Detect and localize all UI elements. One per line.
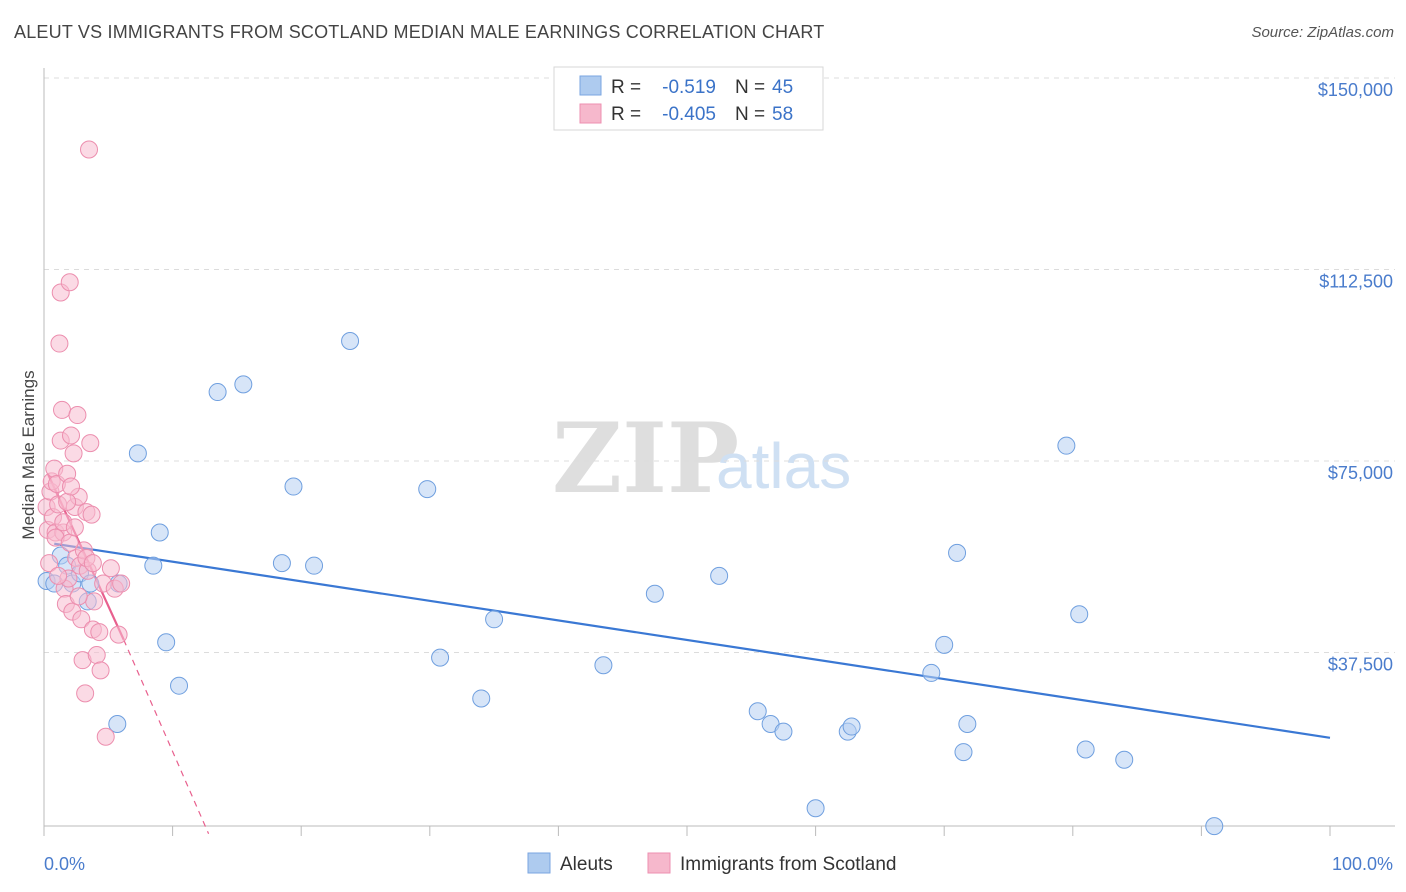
- y-tick-label-3: $150,000: [1318, 80, 1393, 100]
- scotland-point-56: [58, 492, 77, 511]
- legend-r-value-scotland: -0.405: [662, 104, 716, 125]
- legend-r-label-aleuts: R =: [611, 77, 641, 98]
- scotland-point-40: [90, 623, 109, 642]
- scotland-point-13: [53, 400, 72, 419]
- scotland-point-41: [91, 661, 110, 680]
- aleuts-point-19: [305, 556, 324, 575]
- legend-n-label-aleuts: N =: [735, 77, 765, 98]
- bottom-legend-label-aleuts: Aleuts: [560, 854, 613, 875]
- legend-r-label-scotland: R =: [611, 104, 641, 125]
- aleuts-point-21: [418, 480, 437, 499]
- scotland-trend-extension: [123, 639, 210, 835]
- watermark-atlas: atlas: [716, 430, 851, 502]
- aleuts-point-9: [108, 714, 127, 733]
- source-label: Source: ZipAtlas.com: [1251, 24, 1394, 41]
- aleuts-point-37: [954, 743, 973, 762]
- aleuts-point-27: [710, 566, 729, 585]
- aleuts-point-12: [150, 523, 169, 542]
- correlation-legend: R = -0.519 N = 45 R = -0.405 N = 58: [553, 66, 824, 131]
- aleuts-point-26: [645, 584, 664, 603]
- y-tick-labels: $37,500 $75,000 $112,500 $150,000: [1318, 80, 1393, 675]
- x-tick-label-max: 100.0%: [1332, 854, 1393, 874]
- aleuts-point-25: [594, 656, 613, 675]
- aleuts-point-18: [284, 477, 303, 496]
- aleuts-point-28: [748, 702, 767, 721]
- legend-swatch-scotland: [579, 103, 602, 124]
- legend-r-value-aleuts: -0.519: [662, 77, 716, 98]
- bottom-legend-swatch-scotland: [647, 852, 671, 874]
- bottom-legend-swatch-aleuts: [527, 852, 551, 874]
- axes: [43, 68, 1395, 836]
- scotland-point-19: [60, 273, 79, 292]
- scotland-point-36: [82, 505, 101, 524]
- aleuts-point-40: [1070, 605, 1089, 624]
- scotland-point-44: [101, 559, 120, 578]
- aleuts-point-33: [842, 717, 861, 736]
- aleuts-point-41: [1076, 740, 1095, 759]
- scotland-point-51: [65, 518, 84, 537]
- aleuts-point-30: [774, 722, 793, 741]
- bottom-legend-label-scotland: Immigrants from Scotland: [680, 854, 896, 875]
- aleuts-point-13: [157, 633, 176, 652]
- watermark-zip: ZIP: [552, 402, 739, 515]
- scotland-point-43: [96, 727, 115, 746]
- chart-title: ALEUT VS IMMIGRANTS FROM SCOTLAND MEDIAN…: [14, 22, 825, 42]
- legend-n-label-scotland: N =: [735, 104, 765, 125]
- aleuts-point-36: [948, 543, 967, 562]
- scotland-point-57: [62, 477, 81, 496]
- aleuts-point-14: [170, 676, 189, 695]
- scotland-point-28: [72, 610, 91, 629]
- grid-lines: [44, 77, 1395, 653]
- legend-n-value-aleuts: 45: [772, 77, 793, 98]
- aleuts-point-17: [272, 554, 291, 573]
- scotland-point-53: [69, 587, 88, 606]
- y-axis-label: Median Male Earnings: [19, 370, 38, 539]
- legend-swatch-aleuts: [579, 75, 602, 96]
- scotland-point-2: [40, 554, 59, 573]
- aleuts-point-16: [234, 375, 253, 394]
- aleuts-point-15: [208, 383, 227, 402]
- scotland-point-25: [68, 406, 87, 425]
- aleuts-point-20: [341, 331, 360, 350]
- scotland-point-35: [81, 434, 100, 453]
- scotland-point-38: [85, 592, 104, 611]
- aleuts-point-31: [806, 799, 825, 818]
- y-tick-label-2: $112,500: [1319, 272, 1393, 292]
- aleuts-point-34: [922, 663, 941, 682]
- scotland-point-31: [76, 684, 95, 703]
- scotland-point-52: [49, 566, 68, 585]
- scotland-point-47: [112, 574, 131, 593]
- aleuts-point-43: [1205, 817, 1224, 836]
- y-tick-label-0: $37,500: [1328, 655, 1393, 675]
- aleuts-point-42: [1115, 750, 1134, 769]
- y-tick-label-1: $75,000: [1328, 463, 1393, 483]
- data-points: [37, 140, 1224, 836]
- aleuts-point-35: [935, 635, 954, 654]
- series-legend: Aleuts Immigrants from Scotland: [527, 852, 896, 875]
- legend-n-value-scotland: 58: [772, 104, 793, 125]
- scotland-point-46: [109, 625, 128, 644]
- aleuts-trend-line: [54, 542, 1331, 739]
- scotland-point-34: [80, 140, 99, 159]
- aleuts-point-24: [485, 610, 504, 629]
- x-tick-label-min: 0.0%: [44, 854, 85, 874]
- trend-lines: [46, 473, 1331, 835]
- scotland-point-50: [60, 533, 79, 552]
- aleuts-point-22: [431, 648, 450, 667]
- scotland-point-55: [83, 554, 102, 573]
- aleuts-point-38: [958, 714, 977, 733]
- aleuts-point-39: [1057, 436, 1076, 455]
- scotland-point-10: [50, 334, 69, 353]
- aleuts-point-10: [128, 444, 147, 463]
- aleuts-point-23: [472, 689, 491, 708]
- series-immigrants-from-scotland: [37, 140, 131, 746]
- scotland-point-20: [62, 426, 81, 445]
- scotland-point-39: [87, 646, 106, 665]
- aleuts-point-11: [144, 556, 163, 575]
- scotland-point-22: [64, 444, 83, 463]
